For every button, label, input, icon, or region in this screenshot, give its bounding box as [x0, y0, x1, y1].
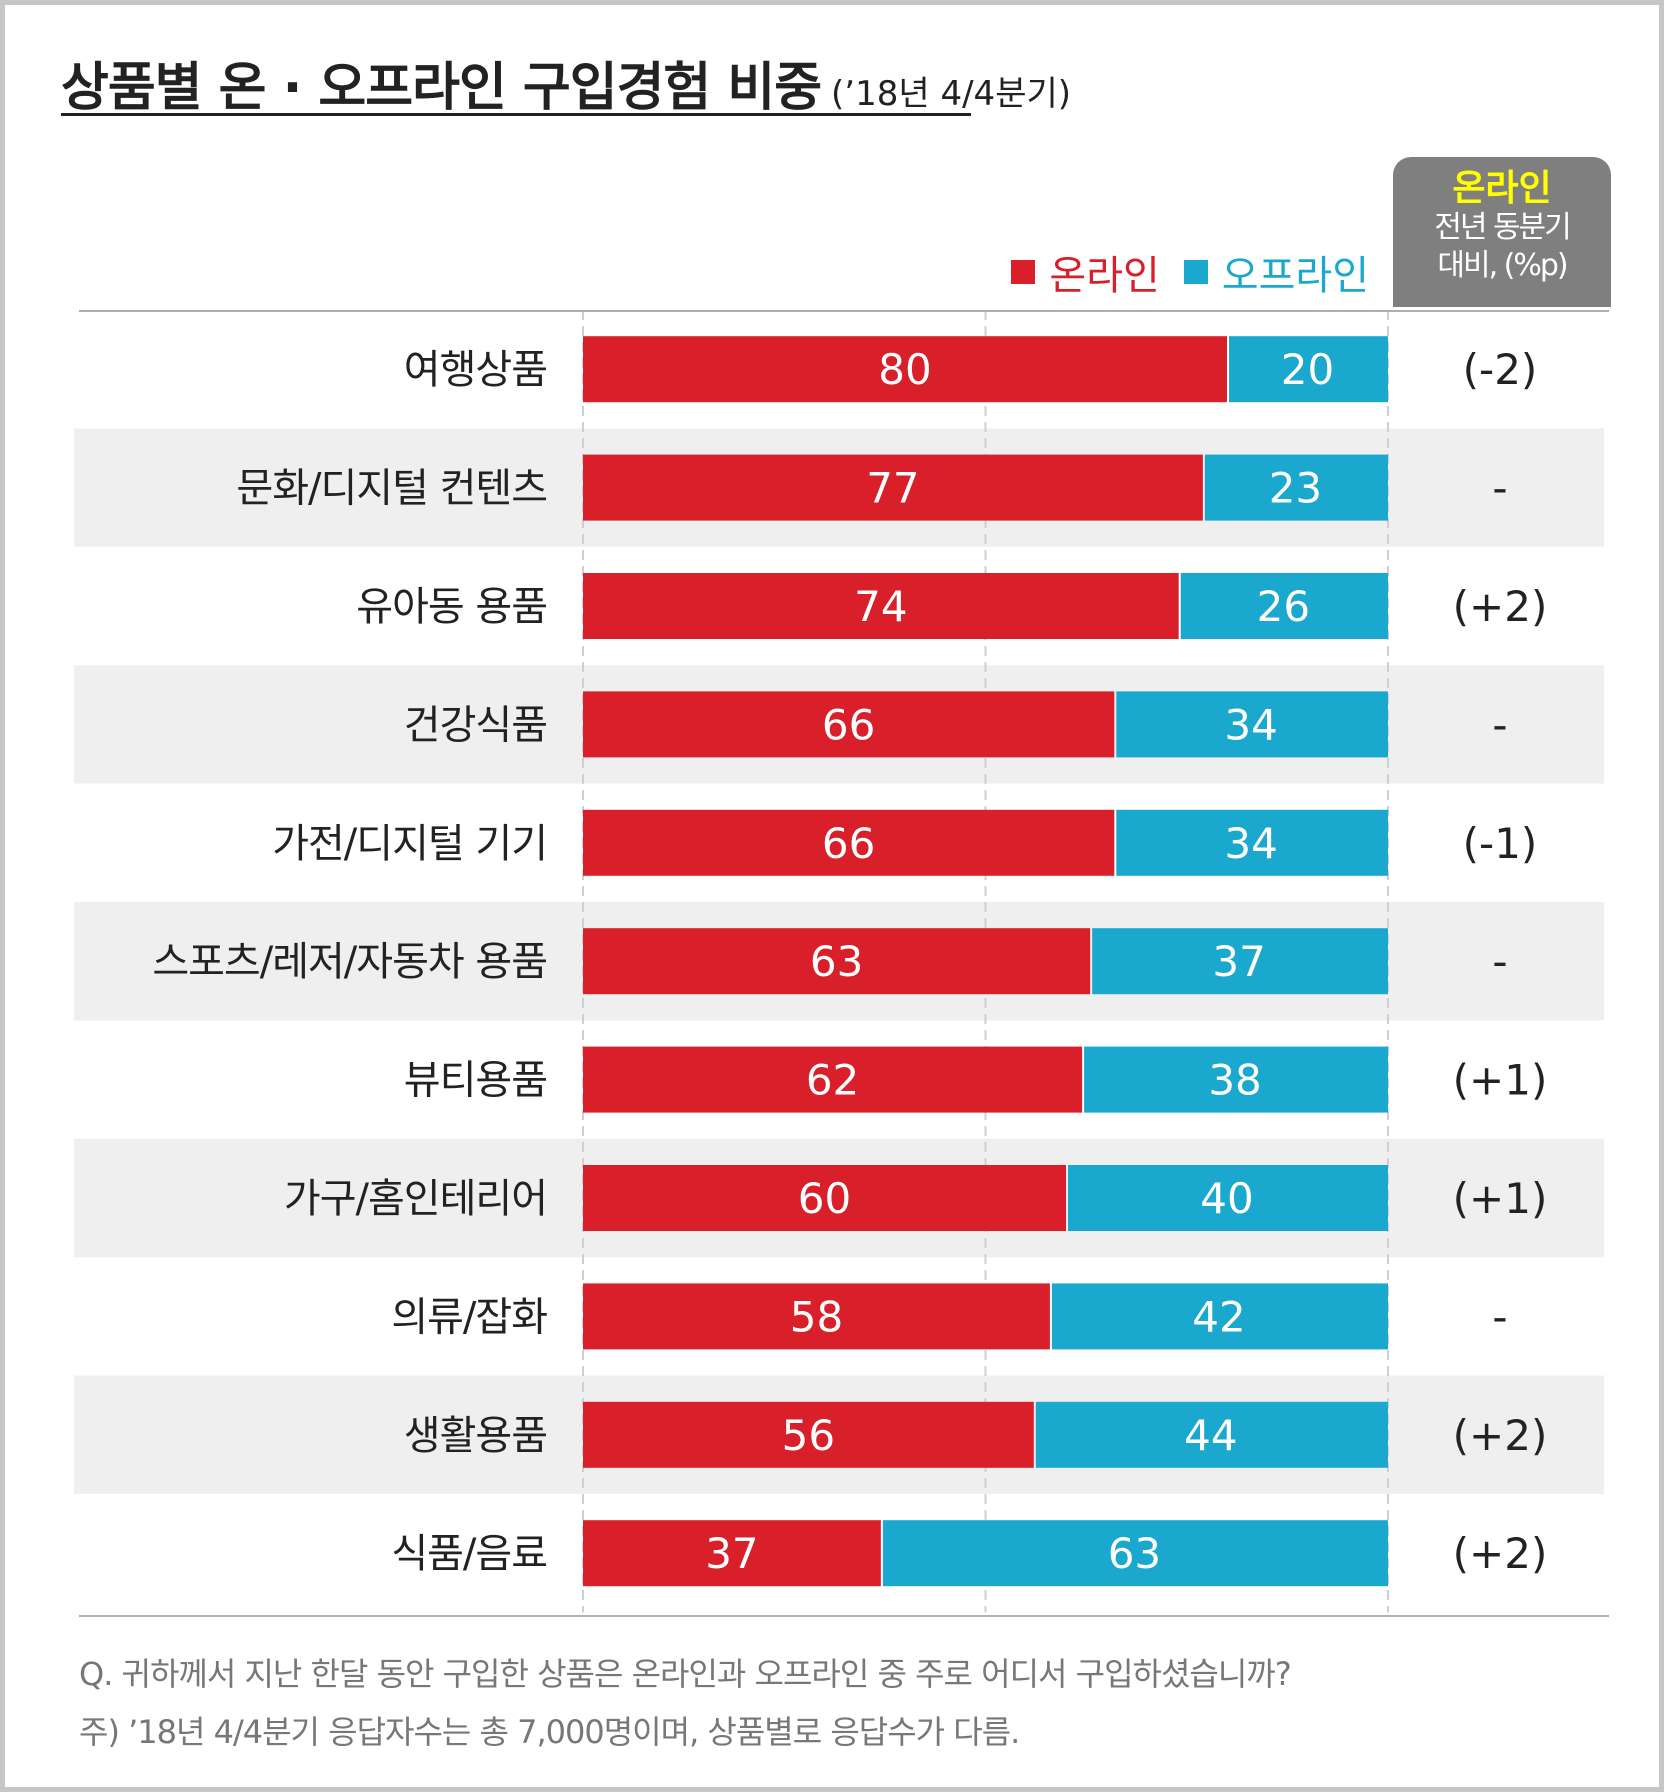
- legend-online-swatch: [1011, 260, 1036, 284]
- data-label-offline: 20: [1281, 345, 1334, 394]
- category-label: 의류/잡화: [391, 1294, 547, 1340]
- footnote-question: Q. 귀하께서 지난 한달 동안 구입한 상품은 온라인과 오프라인 중 주로 …: [79, 1655, 1292, 1693]
- data-label-online: 37: [705, 1529, 758, 1578]
- category-label: 가구/홈인테리어: [284, 1176, 547, 1222]
- bar-offline: [1084, 1046, 1388, 1113]
- data-label-online: 66: [822, 819, 875, 868]
- legend-offline-swatch: [1183, 260, 1208, 284]
- category-label: 스포츠/레저/자동차 용품: [152, 939, 547, 985]
- category-label: 유아동 용품: [356, 584, 547, 630]
- data-label-online: 74: [854, 582, 907, 631]
- data-label-offline: 23: [1269, 464, 1322, 513]
- category-label: 뷰티용품: [404, 1058, 547, 1104]
- data-label-online: 80: [878, 345, 931, 394]
- data-label-offline: 40: [1200, 1174, 1253, 1223]
- bottom-rule: [79, 1615, 1609, 1617]
- category-label: 여행상품: [404, 347, 547, 393]
- data-label-offline: 26: [1257, 582, 1310, 631]
- data-label-offline: 34: [1224, 700, 1277, 749]
- legend-offline-label: 오프라인: [1221, 253, 1369, 299]
- change-label: (-2): [1463, 345, 1538, 394]
- change-column-header: 온라인 전년 동분기 대비, (%p): [1393, 157, 1611, 307]
- title-underline: [61, 113, 971, 116]
- data-label-online: 77: [866, 464, 919, 513]
- bar-offline: [1229, 336, 1388, 403]
- bar-online: [583, 1165, 1066, 1231]
- data-label-offline: 38: [1208, 1056, 1261, 1105]
- bar-offline: [1035, 1401, 1388, 1468]
- bar-offline: [1204, 454, 1388, 521]
- change-label: (+2): [1453, 1411, 1548, 1460]
- category-label: 건강식품: [404, 702, 547, 748]
- data-label-offline: 63: [1108, 1529, 1161, 1578]
- bar-online: [583, 691, 1115, 758]
- stacked-bar-chart: 여행상품 80 20 (-2) 문화/디지털 컨텐츠 77 23 - 유아동 용품 74 26 (+2…: [74, 310, 1604, 1613]
- bar-online: [583, 336, 1227, 403]
- data-label-online: 58: [790, 1292, 843, 1341]
- bar-online: [583, 809, 1115, 876]
- change-label: -: [1492, 700, 1507, 749]
- bar-offline: [882, 1520, 1388, 1587]
- data-label-online: 56: [782, 1411, 835, 1460]
- change-label: (+2): [1453, 1529, 1548, 1578]
- change-label: -: [1492, 464, 1507, 513]
- bar-offline: [1116, 691, 1388, 758]
- data-label-online: 62: [806, 1056, 859, 1105]
- bar-online: [583, 1401, 1034, 1468]
- footnote-note: 주) ’18년 4/4분기 응답자수는 총 7,000명이며, 상품별로 응답수…: [79, 1713, 1020, 1751]
- change-label: -: [1492, 937, 1507, 986]
- data-label-offline: 44: [1184, 1411, 1237, 1460]
- top-rule: [79, 310, 1609, 312]
- category-label: 식품/음료: [391, 1531, 547, 1577]
- change-header-subtitle: 전년 동분기: [1434, 210, 1572, 245]
- bar-online: [583, 454, 1203, 521]
- bar-online: [583, 1283, 1050, 1350]
- change-label: (+2): [1453, 582, 1548, 631]
- data-label-offline: 37: [1212, 937, 1265, 986]
- change-header-unit: 대비, (%p): [1437, 248, 1568, 283]
- change-header-title: 온라인: [1452, 168, 1552, 209]
- category-label: 생활용품: [404, 1413, 547, 1459]
- category-label: 문화/디지털 컨텐츠: [236, 466, 547, 512]
- bar-online: [583, 928, 1091, 995]
- data-label-online: 63: [810, 937, 863, 986]
- change-label: (+1): [1453, 1174, 1548, 1223]
- bar-offline: [1092, 928, 1388, 995]
- data-label-online: 66: [822, 700, 875, 749]
- bar-offline: [1116, 809, 1388, 876]
- data-label-offline: 42: [1192, 1292, 1245, 1341]
- legend-online-label: 온라인: [1049, 253, 1160, 299]
- change-label: -: [1492, 1292, 1507, 1341]
- bar-online: [583, 573, 1179, 639]
- data-label-offline: 34: [1224, 819, 1277, 868]
- bar-offline: [1180, 573, 1388, 639]
- bar-offline: [1068, 1165, 1388, 1231]
- change-label: (-1): [1463, 819, 1538, 868]
- bar-offline: [1051, 1283, 1388, 1350]
- footnote: Q. 귀하께서 지난 한달 동안 구입한 상품은 온라인과 오프라인 중 주로 …: [79, 1645, 1292, 1761]
- bar-online: [583, 1046, 1083, 1113]
- legend: 온라인 오프라인: [1011, 243, 1369, 301]
- bar-online: [583, 1520, 881, 1587]
- title-block: 상품별 온 · 오프라인 구입경험 비중 (’18년 4/4분기): [61, 45, 1071, 120]
- change-label: (+1): [1453, 1056, 1548, 1105]
- chart-title: 상품별 온 · 오프라인 구입경험 비중: [61, 58, 822, 118]
- chart-subtitle: (’18년 4/4분기): [831, 74, 1072, 114]
- data-label-online: 60: [798, 1174, 851, 1223]
- category-label: 가전/디지털 기기: [272, 821, 547, 867]
